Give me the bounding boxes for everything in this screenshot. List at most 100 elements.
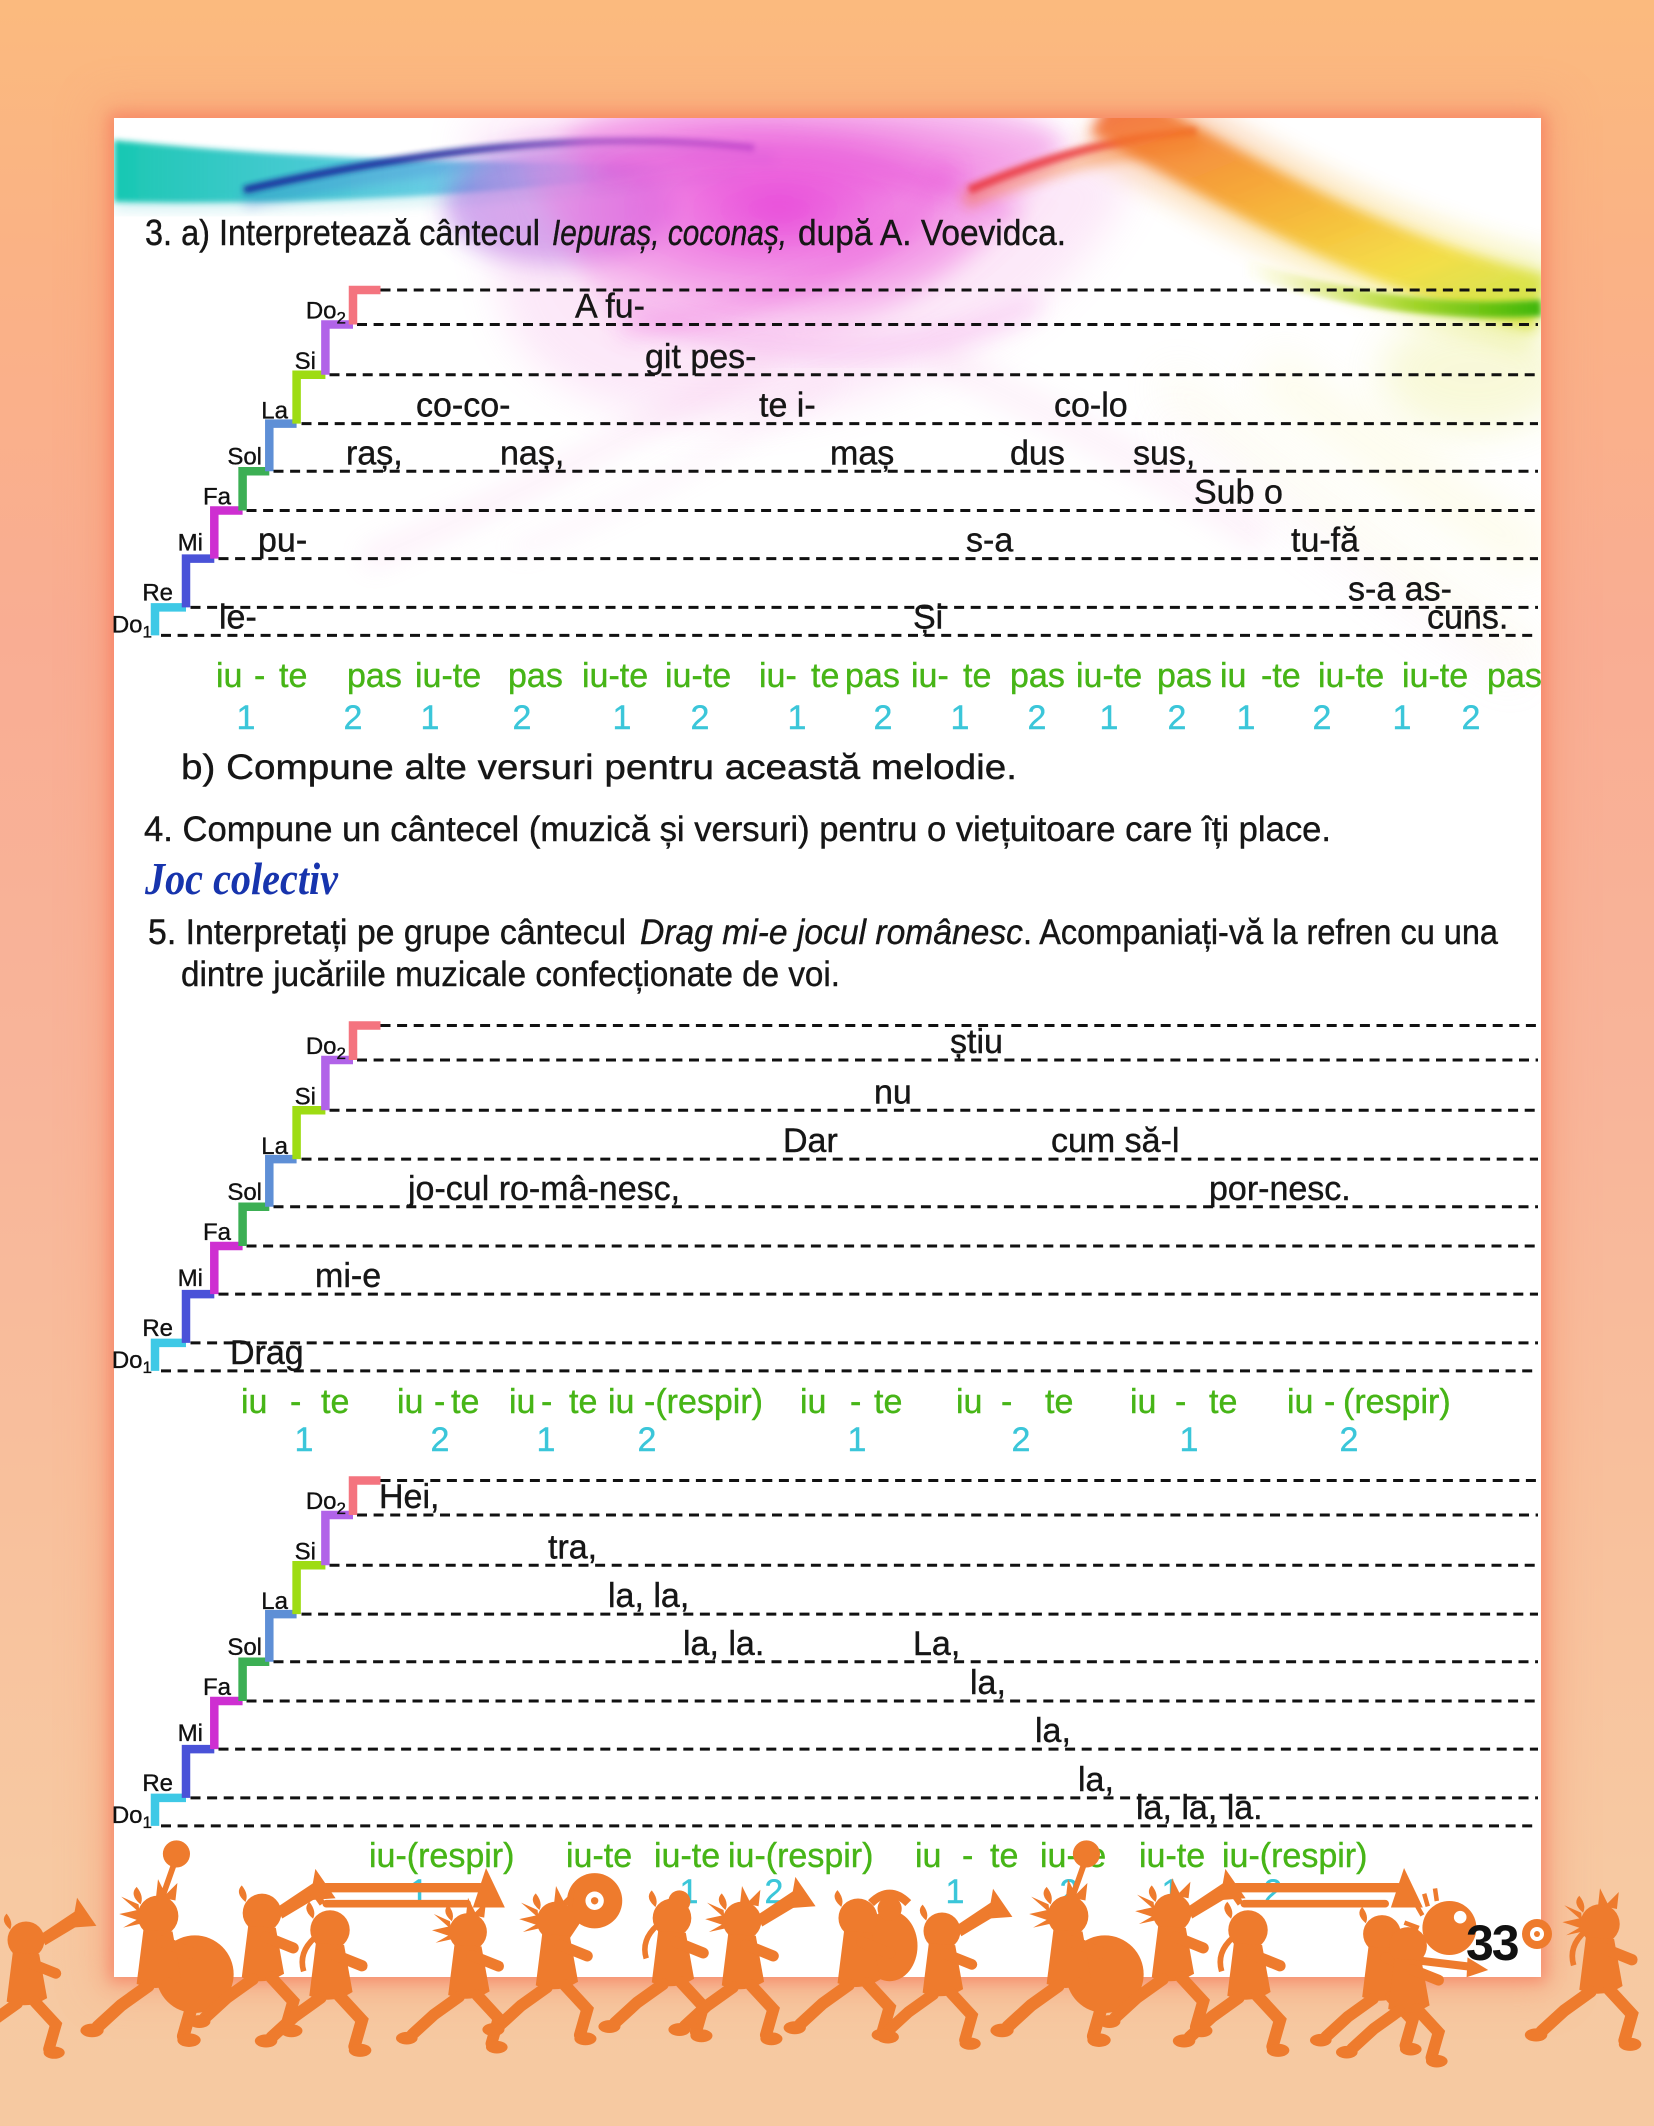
svg-text:cuns.: cuns.	[1427, 598, 1508, 636]
svg-text:1: 1	[537, 1421, 556, 1459]
svg-text:La: La	[261, 1133, 288, 1160]
svg-text:mi-e: mi-e	[315, 1257, 381, 1295]
svg-text:iu-te: iu-te	[654, 1837, 720, 1875]
svg-text:maș: maș	[830, 434, 894, 472]
svg-text:1: 1	[1237, 699, 1256, 737]
svg-text:-: -	[541, 1383, 552, 1421]
svg-text:2: 2	[344, 699, 363, 737]
svg-text:Do2: Do2	[306, 298, 346, 328]
svg-text:s-a as-: s-a as-	[1348, 570, 1452, 608]
svg-text:2: 2	[513, 699, 532, 737]
svg-text:te i-: te i-	[759, 387, 816, 425]
svg-text:Do1: Do1	[112, 611, 152, 641]
svg-text:tu-fă: tu-fă	[1291, 522, 1359, 560]
svg-text:Drag mi-e jocul românesc: Drag mi-e jocul românesc	[640, 913, 1023, 952]
svg-text:pas: pas	[1487, 657, 1542, 695]
svg-text:Mi: Mi	[178, 530, 203, 557]
svg-text:-: -	[290, 1383, 301, 1421]
svg-text:-: -	[1324, 1383, 1335, 1421]
svg-text:iu-te: iu-te	[1402, 657, 1468, 695]
svg-text:te: te	[811, 657, 839, 695]
svg-text:git pes-: git pes-	[645, 338, 757, 376]
svg-text:Și: Și	[913, 598, 943, 636]
svg-text:Sol: Sol	[227, 1179, 262, 1206]
svg-text:iu: iu	[509, 1383, 535, 1421]
svg-text:-: -	[1175, 1383, 1186, 1421]
svg-text:iu: iu	[216, 657, 242, 695]
svg-text:Fa: Fa	[203, 1674, 232, 1701]
svg-text:la, la.: la, la.	[683, 1625, 764, 1663]
svg-text:1: 1	[421, 699, 440, 737]
svg-text:-: -	[254, 657, 265, 695]
svg-text:iu: iu	[800, 1383, 826, 1421]
svg-text:te: te	[321, 1383, 349, 1421]
svg-text:1: 1	[848, 1421, 867, 1459]
svg-text:Re: Re	[142, 1770, 173, 1797]
svg-text:Joc colectiv: Joc colectiv	[144, 853, 338, 904]
svg-text:după A. Voevidca.: după A. Voevidca.	[798, 212, 1066, 253]
svg-text:co-co-: co-co-	[416, 387, 510, 425]
svg-text:iu-(respir): iu-(respir)	[728, 1837, 873, 1875]
svg-text:la,: la,	[970, 1664, 1006, 1702]
svg-text:Fa: Fa	[203, 484, 232, 511]
svg-text:Sub o: Sub o	[1194, 474, 1283, 512]
svg-text:1: 1	[946, 1873, 965, 1911]
svg-text:la, la,: la, la,	[608, 1577, 689, 1615]
svg-text:naș,: naș,	[500, 434, 564, 472]
svg-text:Si: Si	[295, 348, 316, 375]
svg-text:iu-te: iu-te	[665, 657, 731, 695]
svg-text:te: te	[990, 1837, 1018, 1875]
svg-text:2: 2	[691, 699, 710, 737]
svg-text:iu-te: iu-te	[582, 657, 648, 695]
svg-text:le-: le-	[219, 598, 257, 636]
svg-text:-: -	[1001, 1383, 1012, 1421]
svg-text:dus: dus	[1010, 434, 1065, 472]
svg-text:tra,: tra,	[548, 1528, 597, 1566]
svg-text:Mi: Mi	[178, 1265, 203, 1292]
svg-text:5. Interpretați pe grupe cânte: 5. Interpretați pe grupe cântecul	[148, 913, 626, 952]
svg-text:iu-te: iu-te	[1076, 657, 1142, 695]
svg-text:33: 33	[1466, 1915, 1518, 1971]
svg-text:Re: Re	[142, 1315, 173, 1342]
svg-text:La: La	[261, 398, 288, 425]
svg-text:2: 2	[638, 1421, 657, 1459]
svg-text:-te: -te	[1261, 657, 1301, 695]
svg-text:-: -	[962, 1837, 973, 1875]
svg-text:-: -	[434, 1383, 445, 1421]
svg-text:iu: iu	[241, 1383, 267, 1421]
svg-text:Fa: Fa	[203, 1219, 232, 1246]
svg-text:la,: la,	[1035, 1712, 1071, 1750]
svg-text:(respir): (respir)	[1343, 1383, 1451, 1421]
svg-text:Si: Si	[295, 1538, 316, 1565]
svg-text:Mi: Mi	[178, 1720, 203, 1747]
svg-text:pas: pas	[347, 657, 402, 695]
svg-text:iu-te: iu-te	[566, 1837, 632, 1875]
svg-text:1: 1	[295, 1421, 314, 1459]
svg-text:iu-te: iu-te	[1139, 1837, 1205, 1875]
svg-text:te: te	[1045, 1383, 1073, 1421]
svg-text:2: 2	[431, 1421, 450, 1459]
svg-text:1: 1	[613, 699, 632, 737]
svg-text:2: 2	[874, 699, 893, 737]
svg-text:iu: iu	[1287, 1383, 1313, 1421]
svg-text:3. a) Interpretează cântecul: 3. a) Interpretează cântecul	[145, 212, 540, 253]
svg-text:2: 2	[1012, 1421, 1031, 1459]
svg-text:por-nesc.: por-nesc.	[1209, 1170, 1351, 1208]
svg-text:cum să-l: cum să-l	[1051, 1122, 1179, 1160]
svg-text:s-a: s-a	[966, 522, 1013, 560]
svg-text:iu: iu	[915, 1837, 941, 1875]
svg-text:la, la, la.: la, la, la.	[1136, 1789, 1263, 1827]
svg-text:1: 1	[1180, 1421, 1199, 1459]
svg-text:2: 2	[1462, 699, 1481, 737]
svg-text:iu: iu	[956, 1383, 982, 1421]
svg-text:jo-cul ro-mâ-nesc,: jo-cul ro-mâ-nesc,	[407, 1170, 680, 1208]
svg-text:iu-: iu-	[911, 657, 949, 695]
svg-text:. Acompaniați-vă la refren cu: . Acompaniați-vă la refren cu una	[1023, 913, 1498, 952]
svg-text:Drag: Drag	[230, 1334, 304, 1372]
svg-text:Sol: Sol	[227, 443, 262, 470]
svg-text:Do1: Do1	[112, 1802, 152, 1832]
svg-text:Iepuraș, coconaș,: Iepuraș, coconaș,	[552, 212, 787, 253]
svg-text:pas: pas	[1157, 657, 1212, 695]
svg-text:La: La	[261, 1588, 288, 1615]
svg-text:Do2: Do2	[306, 1488, 346, 1518]
